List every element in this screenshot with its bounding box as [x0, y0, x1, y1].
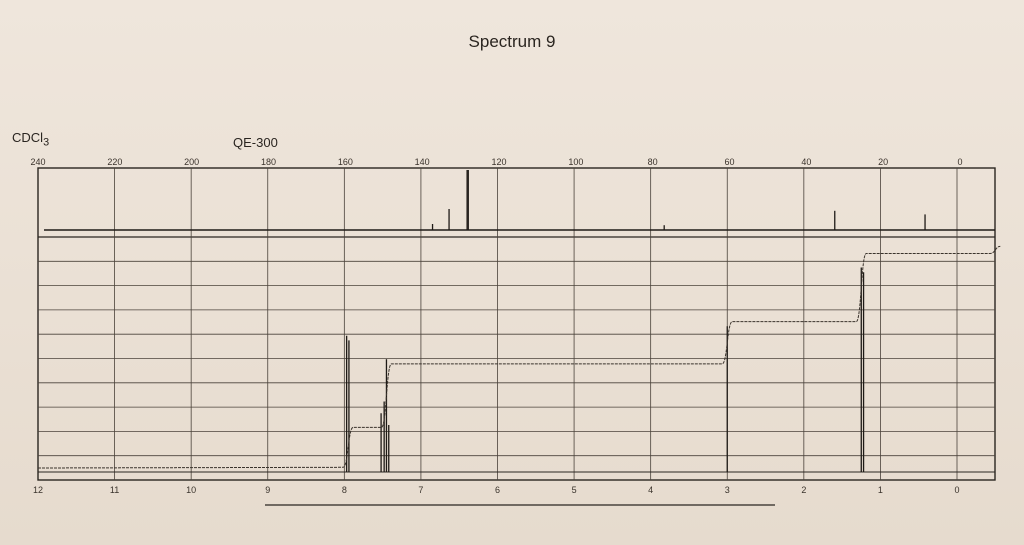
c-tick-label: 80 [648, 157, 658, 167]
page-title: Spectrum 9 [468, 32, 556, 51]
h-tick-label: 5 [572, 485, 577, 495]
c-tick-label: 200 [184, 157, 199, 167]
solvent-subscript: 3 [43, 136, 50, 149]
instrument-label: QE-300 [233, 135, 278, 150]
h-tick-label: 0 [954, 485, 959, 495]
c-tick-label: 60 [724, 157, 734, 167]
solvent-text: CDCl [12, 130, 44, 145]
h-tick-label: 7 [418, 485, 423, 495]
h-tick-label: 10 [186, 485, 196, 495]
h-tick-label: 8 [342, 485, 347, 495]
h-tick-label: 4 [648, 485, 653, 495]
c-tick-label: 0 [957, 157, 962, 167]
c-tick-label: 20 [878, 157, 888, 167]
h-tick-label: 1 [878, 485, 883, 495]
h-tick-label: 6 [495, 485, 500, 495]
solvent-label: CDCl3 [12, 130, 49, 149]
c-tick-label: 40 [801, 157, 811, 167]
c-tick-label: 160 [338, 157, 353, 167]
c-tick-label: 240 [30, 157, 45, 167]
h-tick-label: 3 [725, 485, 730, 495]
chart-frame [37, 167, 996, 481]
h-tick-label: 12 [33, 485, 43, 495]
h-tick-label: 2 [801, 485, 806, 495]
c-tick-label: 140 [415, 157, 430, 167]
integration-curve [37, 245, 1001, 469]
c-tick-label: 100 [568, 157, 583, 167]
h-tick-label: 11 [110, 485, 119, 495]
c-tick-label: 220 [107, 157, 122, 167]
c-tick-label: 120 [491, 157, 506, 167]
c-tick-label: 180 [261, 157, 276, 167]
h-tick-label: 9 [265, 485, 270, 495]
